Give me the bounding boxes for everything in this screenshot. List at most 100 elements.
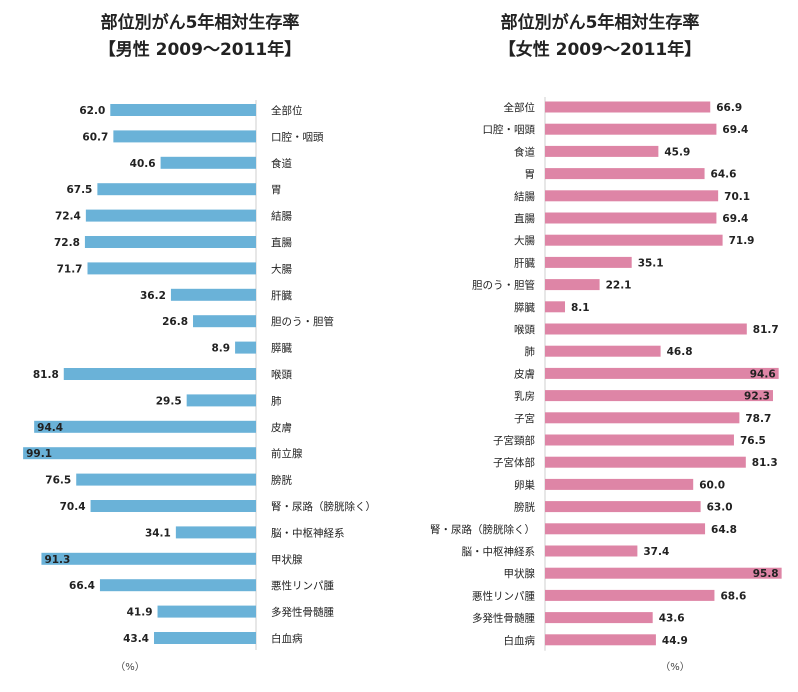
male-chart-title: 部位別がん5年相対生存率 【男性 2009〜2011年】 bbox=[20, 10, 380, 64]
male-bar bbox=[113, 130, 256, 143]
female-title-line1: 部位別がん5年相対生存率 bbox=[500, 13, 700, 33]
male-value-label: 71.7 bbox=[57, 263, 83, 275]
male-value-label: 34.1 bbox=[145, 527, 171, 539]
male-bar bbox=[193, 315, 256, 328]
male-title-line1: 部位別がん5年相対生存率 bbox=[100, 13, 300, 33]
male-category-label: 前立腺 bbox=[271, 447, 303, 460]
female-bar bbox=[545, 323, 747, 335]
male-value-label: 70.4 bbox=[60, 501, 86, 513]
female-bar bbox=[545, 212, 717, 224]
female-bar bbox=[545, 501, 701, 513]
female-value-label: 45.9 bbox=[664, 146, 690, 158]
female-category-label: 卵巣 bbox=[514, 478, 535, 491]
male-bar bbox=[170, 288, 256, 301]
male-value-label: 62.0 bbox=[79, 105, 105, 117]
male-category-label: 白血病 bbox=[271, 632, 303, 645]
female-category-label: 肺 bbox=[525, 346, 536, 358]
male-bar bbox=[157, 605, 256, 618]
male-category-label: 胃 bbox=[271, 184, 282, 196]
male-title-line2: 【男性 2009〜2011年】 bbox=[98, 40, 302, 60]
female-bar bbox=[545, 345, 661, 357]
female-title-line2: 【女性 2009〜2011年】 bbox=[498, 40, 702, 60]
male-bar bbox=[99, 579, 257, 592]
male-bar bbox=[23, 447, 256, 460]
female-bar bbox=[545, 234, 723, 246]
male-bar bbox=[235, 341, 256, 354]
male-bar bbox=[63, 368, 256, 380]
male-bar bbox=[90, 500, 256, 512]
male-value-label: 91.3 bbox=[44, 554, 70, 566]
male-value-label: 72.8 bbox=[54, 237, 80, 249]
female-bar bbox=[545, 523, 706, 535]
female-category-label: 直腸 bbox=[514, 212, 535, 225]
female-category-label: 白血病 bbox=[504, 634, 536, 647]
female-value-label: 70.1 bbox=[724, 191, 750, 203]
female-value-label: 64.8 bbox=[711, 524, 737, 536]
female-bar bbox=[545, 256, 632, 268]
female-bar bbox=[545, 367, 779, 379]
female-value-label: 63.0 bbox=[707, 502, 733, 514]
male-bar bbox=[175, 526, 256, 539]
male-value-label: 81.8 bbox=[33, 369, 59, 381]
female-category-label: 食道 bbox=[514, 145, 535, 158]
female-bar bbox=[545, 168, 705, 180]
male-category-label: 皮膚 bbox=[271, 421, 292, 434]
female-value-label: 35.1 bbox=[638, 257, 664, 269]
female-category-label: 結腸 bbox=[514, 190, 535, 203]
female-bar bbox=[545, 545, 638, 557]
male-value-label: 99.1 bbox=[26, 448, 52, 460]
female-category-label: 膀胱 bbox=[514, 501, 535, 514]
female-bar bbox=[545, 612, 653, 624]
female-category-label: 多発性骨髄腫 bbox=[472, 612, 535, 625]
female-bar bbox=[545, 301, 566, 313]
male-value-label: 36.2 bbox=[140, 290, 166, 302]
male-bar bbox=[160, 156, 256, 169]
male-value-label: 43.4 bbox=[123, 633, 149, 645]
male-unit-label: （%） bbox=[115, 661, 145, 673]
female-bar bbox=[545, 101, 711, 113]
female-category-label: 胆のう・胆管 bbox=[472, 279, 535, 292]
male-category-label: 膵臓 bbox=[271, 343, 292, 355]
female-value-label: 92.3 bbox=[744, 391, 770, 403]
male-bar bbox=[76, 473, 256, 486]
female-category-label: 子宮 bbox=[514, 412, 535, 425]
male-category-label: 食道 bbox=[271, 157, 292, 170]
female-value-label: 94.6 bbox=[750, 368, 776, 380]
male-category-label: 肝臓 bbox=[271, 290, 292, 302]
female-category-label: 肝臓 bbox=[514, 257, 535, 269]
female-bar bbox=[545, 145, 659, 157]
male-bar bbox=[84, 236, 256, 248]
male-value-label: 76.5 bbox=[45, 475, 71, 487]
female-value-label: 76.5 bbox=[740, 435, 766, 447]
female-value-label: 69.4 bbox=[722, 213, 748, 225]
female-category-label: 全部位 bbox=[504, 101, 536, 114]
female-bar bbox=[545, 123, 717, 135]
female-bar bbox=[545, 434, 734, 446]
male-category-label: 大腸 bbox=[271, 262, 292, 275]
male-category-label: 膀胱 bbox=[271, 474, 292, 487]
female-unit-label: （%） bbox=[660, 661, 690, 673]
female-value-label: 71.9 bbox=[729, 235, 755, 247]
male-category-label: 結腸 bbox=[271, 210, 292, 223]
female-chart-title: 部位別がん5年相対生存率 【女性 2009〜2011年】 bbox=[420, 10, 780, 64]
female-category-label: 乳房 bbox=[514, 390, 535, 403]
female-value-label: 60.0 bbox=[699, 479, 725, 491]
female-category-label: 子宮体部 bbox=[493, 456, 535, 469]
female-category-label: 脳・中枢神経系 bbox=[462, 545, 536, 558]
female-category-label: 喉頭 bbox=[514, 324, 535, 336]
male-value-label: 66.4 bbox=[69, 580, 95, 592]
male-category-label: 肺 bbox=[271, 395, 282, 407]
male-bar bbox=[85, 209, 256, 222]
female-category-label: 腎・尿路（膀胱除く） bbox=[430, 523, 535, 536]
female-category-label: 皮膚 bbox=[514, 367, 535, 380]
female-bar bbox=[545, 478, 694, 490]
female-value-label: 68.6 bbox=[720, 590, 746, 602]
male-category-label: 甲状腺 bbox=[271, 553, 303, 566]
male-value-label: 67.5 bbox=[66, 184, 92, 196]
male-bar bbox=[41, 552, 256, 565]
male-bar bbox=[34, 420, 256, 433]
female-bar bbox=[545, 589, 715, 601]
male-category-label: 多発性骨髄腫 bbox=[271, 606, 334, 619]
male-value-label: 29.5 bbox=[156, 395, 182, 407]
